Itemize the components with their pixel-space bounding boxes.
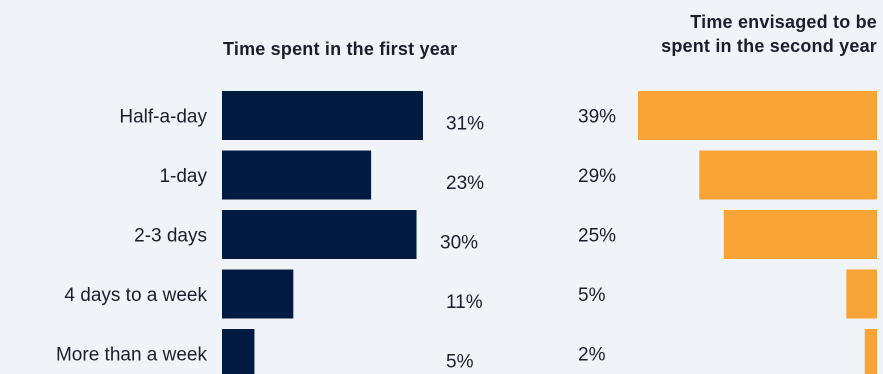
bar-second-year [699,150,877,200]
value-label-first-year: 5% [446,352,474,373]
value-label-first-year: 30% [440,233,478,254]
bar-second-year [723,210,877,259]
value-label-first-year: 31% [446,114,484,135]
bar-first-year [222,91,423,140]
bar-second-year [638,91,877,140]
bar-first-year [222,210,417,259]
chart-title-second-year: Time envisaged to be spent in the second… [661,12,877,56]
bar-first-year [222,269,294,319]
bar-first-year [222,150,372,200]
value-label-second-year: 29% [578,166,616,187]
bar-second-year [846,269,877,319]
category-label: 1-day [159,166,207,187]
bar-second-year [864,329,877,374]
value-label-second-year: 2% [578,345,606,366]
category-label: More than a week [56,345,208,366]
value-label-second-year: 25% [578,226,616,247]
chart-title-first-year: Time spent in the first year [223,39,458,59]
category-label: 4 days to a week [64,285,207,306]
category-label: 2-3 days [134,226,207,247]
bar-first-year [222,329,255,374]
value-label-first-year: 11% [446,292,483,313]
value-label-second-year: 5% [578,285,606,306]
value-label-first-year: 23% [446,173,484,194]
value-label-second-year: 39% [578,107,616,128]
category-label: Half-a-day [119,107,207,128]
